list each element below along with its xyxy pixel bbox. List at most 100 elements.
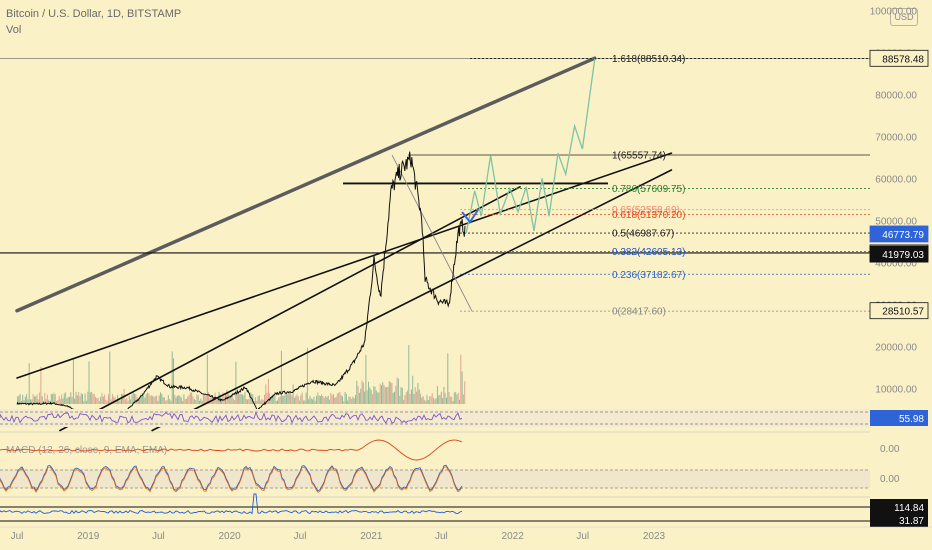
x-tick-label: 2023 bbox=[643, 531, 666, 542]
volume-bar bbox=[280, 350, 282, 404]
rsi-value-tag bbox=[870, 410, 928, 426]
volume-bar bbox=[361, 380, 363, 404]
volume-bar bbox=[387, 386, 389, 404]
volume-bar bbox=[439, 394, 441, 404]
volume-bar bbox=[357, 385, 359, 404]
volume-bar bbox=[240, 393, 242, 404]
volume-bar bbox=[92, 393, 94, 404]
volume-bar bbox=[118, 400, 120, 404]
volume-bar bbox=[213, 397, 215, 404]
volume-bar bbox=[314, 400, 316, 404]
volume-bar bbox=[412, 375, 414, 404]
volume-bar bbox=[291, 395, 293, 404]
volume-bar bbox=[418, 389, 420, 404]
volume-bar bbox=[101, 392, 103, 404]
volume-bar bbox=[239, 394, 241, 404]
volume-bar bbox=[258, 395, 260, 404]
volume-bar bbox=[388, 381, 390, 404]
volume-bar bbox=[451, 396, 453, 404]
volume-bar bbox=[184, 399, 186, 404]
volume-bar bbox=[75, 391, 77, 404]
volume-bar bbox=[362, 382, 364, 404]
rsi-pane-bg bbox=[0, 409, 870, 427]
volume-bar bbox=[156, 395, 158, 404]
volume-bar bbox=[365, 354, 367, 404]
volume-bar bbox=[144, 397, 146, 404]
volume-bar bbox=[197, 395, 199, 404]
volume-bar bbox=[444, 392, 446, 404]
volume-bar bbox=[299, 400, 301, 404]
volume-bar bbox=[339, 391, 341, 404]
volume-bar bbox=[438, 395, 440, 404]
x-tick-label: Jul bbox=[294, 531, 307, 542]
volume-bar bbox=[236, 391, 238, 404]
volume-bar bbox=[49, 400, 51, 404]
volume-bar bbox=[381, 385, 382, 404]
volume-bar bbox=[452, 400, 454, 404]
volume-bar bbox=[353, 398, 355, 404]
volume-bar bbox=[63, 393, 65, 404]
volume-bar bbox=[187, 396, 189, 404]
rsi-value-label: 55.98 bbox=[899, 414, 924, 425]
y-tick-label: 70000.00 bbox=[875, 132, 917, 143]
volume-bar bbox=[96, 398, 98, 404]
volume-bar bbox=[70, 392, 72, 404]
volume-bar bbox=[205, 395, 207, 404]
volume-bar bbox=[245, 398, 247, 404]
volume-bar bbox=[455, 391, 457, 404]
volume-bar bbox=[26, 394, 28, 404]
volume-bar bbox=[85, 400, 87, 404]
volume-bar bbox=[141, 392, 143, 404]
volume-bar bbox=[188, 394, 190, 404]
volume-bar bbox=[62, 398, 64, 404]
volume-bar bbox=[196, 394, 198, 404]
volume-bar bbox=[390, 382, 392, 404]
volume-bar bbox=[283, 395, 285, 404]
volume-bar bbox=[97, 397, 99, 404]
volume-bar bbox=[232, 398, 234, 404]
volume-bar bbox=[24, 396, 26, 404]
volume-bar bbox=[183, 394, 185, 404]
volume-bar bbox=[345, 393, 347, 404]
volume-bar bbox=[192, 396, 194, 404]
volume-bar bbox=[278, 397, 280, 404]
stoch-k-line bbox=[0, 464, 463, 492]
price-tag-label: 28510.57 bbox=[882, 307, 924, 318]
axes[interactable]: 10000.0020000.0030000.0040000.0050000.00… bbox=[0, 6, 932, 542]
volume-bar bbox=[82, 394, 83, 404]
trend-line-2 bbox=[151, 169, 673, 432]
volume-bar bbox=[204, 394, 206, 404]
volume-bar bbox=[33, 396, 35, 404]
price-line bbox=[16, 151, 466, 418]
volume-bar bbox=[218, 391, 220, 404]
volume-bar bbox=[121, 393, 122, 404]
rsi-line bbox=[0, 411, 463, 424]
volume-bar bbox=[39, 392, 41, 404]
volume-bar bbox=[420, 393, 421, 404]
volume-bar bbox=[407, 390, 408, 404]
volume-bar bbox=[274, 392, 276, 404]
volume-bar bbox=[44, 392, 46, 404]
volume-bar bbox=[28, 363, 30, 404]
projection-start-marker bbox=[461, 209, 479, 224]
volume-bar bbox=[370, 389, 372, 404]
volume-bar bbox=[176, 395, 178, 404]
volume-bar bbox=[102, 396, 104, 404]
volume-bar bbox=[327, 395, 329, 404]
volume-bar bbox=[161, 393, 163, 404]
volume-bar bbox=[230, 396, 232, 404]
volume-bar bbox=[405, 392, 407, 404]
volume-bar bbox=[122, 394, 124, 404]
volume-bar bbox=[30, 399, 31, 404]
volume-bar bbox=[253, 401, 255, 404]
volume-bar bbox=[166, 400, 168, 404]
y-tick-label: 100000.00 bbox=[870, 6, 918, 17]
volume-bar bbox=[57, 400, 59, 404]
currency-button[interactable]: USD bbox=[890, 8, 918, 26]
volume-bar bbox=[65, 392, 67, 404]
volume-bar bbox=[186, 398, 187, 404]
volume-bar bbox=[145, 394, 147, 404]
volume-bar bbox=[111, 394, 113, 404]
fib-level-label: 1(65557.74) bbox=[612, 151, 666, 162]
